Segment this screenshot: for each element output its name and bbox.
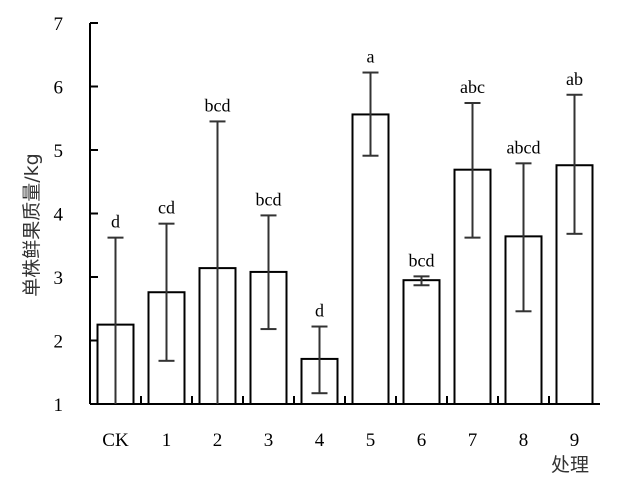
y-tick-label: 3 (54, 268, 64, 289)
x-tick-label: 4 (315, 430, 325, 451)
x-tick-label: 7 (468, 430, 478, 451)
x-tick-label: 5 (366, 430, 376, 451)
x-tick-label: 2 (213, 430, 223, 451)
bar (402, 279, 441, 405)
x-tick-label: 1 (162, 430, 172, 451)
y-tick-label: 6 (54, 78, 64, 99)
x-tick-label: 8 (519, 430, 529, 451)
x-tick-label: 6 (417, 430, 427, 451)
significance-label: bcd (409, 250, 435, 270)
significance-label: bcd (205, 95, 231, 115)
significance-label: d (111, 212, 120, 232)
significance-label: a (367, 47, 375, 67)
y-tick-label: 4 (54, 205, 64, 226)
y-tick-label: 5 (54, 141, 64, 162)
y-tick-label: 7 (54, 14, 64, 35)
significance-label: d (315, 301, 324, 321)
y-tick-label: 1 (54, 395, 64, 416)
significance-label: abcd (507, 137, 541, 157)
y-tick-label: 2 (54, 332, 64, 353)
x-axis-title: 处理 (551, 454, 589, 476)
significance-label: cd (158, 198, 175, 218)
significance-label: abc (460, 77, 485, 97)
x-tick-label: 9 (570, 430, 580, 451)
chart-marks: 1 2 3 4 5 6 7 d CK cd 1 bcd 2 bcd 3 d 4 a 5 bcd 6 abc 7 abcd 8 ab… (54, 14, 600, 451)
significance-label: ab (566, 69, 583, 89)
y-axis-title: 单株鲜果质量/kg (21, 153, 43, 296)
x-tick-label: 3 (264, 430, 274, 451)
significance-label: bcd (256, 189, 282, 209)
x-tick-label: CK (102, 430, 129, 451)
bar (351, 113, 390, 405)
